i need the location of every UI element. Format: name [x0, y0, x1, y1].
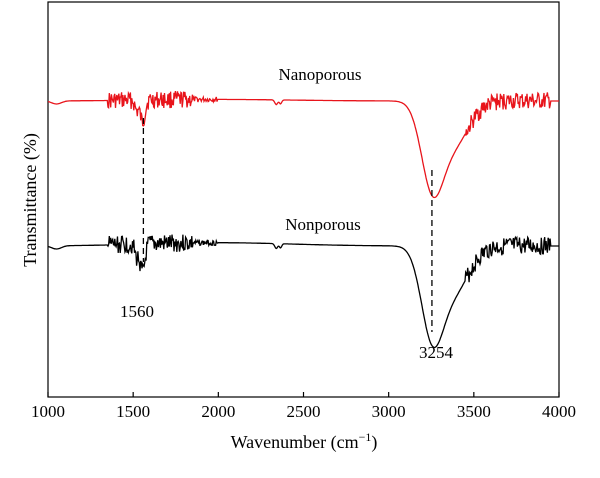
series-label-nanoporous: Nanoporous — [278, 65, 361, 84]
x-tick-label-1000: 1000 — [31, 402, 65, 421]
x-tick-label-4000: 4000 — [542, 402, 576, 421]
series-label-nonporous: Nonporous — [285, 215, 361, 234]
x-axis-label-main: Wavenumber (cm — [231, 432, 359, 453]
y-axis-label: Transmittance (%) — [20, 133, 41, 267]
series-layer — [47, 90, 559, 349]
x-tick-label-2000: 2000 — [201, 402, 235, 421]
x-axis-ticks: 1000 1500 2000 2500 3000 3500 4000 — [31, 392, 576, 421]
plot-frame — [47, 1, 560, 398]
x-tick-label-3000: 3000 — [372, 402, 406, 421]
x-tick-label-2500: 2500 — [287, 402, 321, 421]
x-axis-label-suffix: ) — [371, 432, 377, 453]
annotation-1560: 1560 — [120, 302, 154, 321]
series-line-nonporous — [47, 234, 559, 349]
peak-marker-lines — [142, 118, 433, 332]
series-line-nanoporous — [47, 90, 559, 199]
x-tick-label-1500: 1500 — [116, 402, 150, 421]
x-axis-label-sup: −1 — [359, 430, 372, 444]
x-axis-label: Wavenumber (cm−1) — [231, 430, 378, 453]
annotation-3254: 3254 — [419, 343, 454, 362]
x-tick-label-3500: 3500 — [457, 402, 491, 421]
